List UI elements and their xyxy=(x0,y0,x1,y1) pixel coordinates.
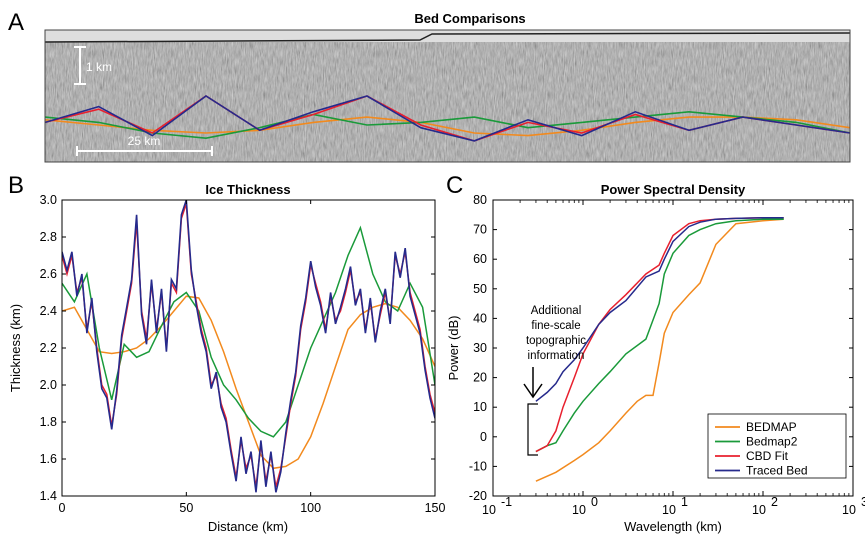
panel-a-title: Bed Comparisons xyxy=(414,11,525,26)
legend-box xyxy=(707,413,847,479)
panel-b-x-tick-label: 150 xyxy=(425,501,446,515)
annotation-line-2: fine-scale xyxy=(531,320,580,332)
panel-b-y-tick-label: 2.2 xyxy=(40,341,57,355)
annotation: Additional fine-scale topographic inform… xyxy=(523,305,586,456)
panel-c-y-tick-label: 30 xyxy=(473,341,487,355)
panel-b-y-tick-label: 1.4 xyxy=(40,489,57,503)
radargram-frame xyxy=(44,29,851,163)
annotation-line-4: information xyxy=(528,350,585,362)
panel-c-lines xyxy=(535,217,784,482)
panel-c-x-tick-exponent: -1 xyxy=(501,495,512,509)
panel-c-y-tick-label: -10 xyxy=(469,459,487,473)
panel-a-line-bedmap xyxy=(45,116,850,137)
panel-b-title: Ice Thickness xyxy=(205,182,290,197)
panel-b-ice-thickness: Ice Thickness 0 50 100 150 1.4 1.6 1.8 2.0 2.2 2… xyxy=(8,182,445,534)
panel-c-x-tick-exponent: 3 xyxy=(861,495,865,509)
panel-c-x-tick-base: 10 xyxy=(482,503,496,517)
panel-b-line-traced-bed xyxy=(62,200,435,493)
legend-label: CBD Fit xyxy=(746,449,789,463)
panel-letter-a: A xyxy=(8,9,24,36)
panel-c-y-tick-label: 20 xyxy=(473,371,487,385)
panel-b-lines xyxy=(62,200,435,493)
panel-b-line-bedmap2 xyxy=(62,225,435,438)
panel-c-y-ticks: -20 -10 0 10 20 30 40 50 60 70 80 xyxy=(469,193,853,503)
panel-c-x-ticks: 10 -1 10 0 10 1 10 2 10 3 xyxy=(482,200,865,517)
panel-c-x-tick-base: 10 xyxy=(662,503,676,517)
annotation-line-3: topographic xyxy=(526,335,586,347)
panel-c-power-spectral-density: Power Spectral Density 10-1100101102103 … xyxy=(446,182,865,534)
panel-a-radargram: Bed Comparisons 1 km 25 km xyxy=(44,11,851,163)
legend-label: BEDMAP xyxy=(746,420,797,434)
panel-c-y-tick-label: -20 xyxy=(469,489,487,503)
panel-c-y-tick-label: 0 xyxy=(480,430,487,444)
panel-b-y-tick-label: 3.0 xyxy=(40,193,57,207)
panel-c-line-bedmap2 xyxy=(535,218,784,453)
panel-letter-b: B xyxy=(8,172,24,199)
panel-b-y-ticks: 1.4 1.6 1.8 2.0 2.2 2.4 2.6 2.8 3.0 xyxy=(40,193,435,503)
horizontal-scale-label: 25 km xyxy=(128,134,161,148)
legend-label: Bedmap2 xyxy=(746,435,798,449)
annotation-line-1: Additional xyxy=(531,305,582,317)
panel-b-y-tick-label: 2.8 xyxy=(40,230,57,244)
panel-c-y-tick-label: 50 xyxy=(473,282,487,296)
panel-b-line-cbd-fit xyxy=(62,203,435,487)
panel-b-y-tick-label: 1.8 xyxy=(40,415,57,429)
panel-b-y-tick-label: 2.4 xyxy=(40,304,57,318)
radargram-surface-band xyxy=(45,30,850,42)
panel-c-line-traced-bed xyxy=(535,217,784,402)
panel-b-y-label: Thickness (km) xyxy=(8,304,23,392)
panel-a-line-traced-bed xyxy=(45,95,850,142)
panel-b-frame xyxy=(61,199,436,497)
panel-b-x-label: Distance (km) xyxy=(208,519,288,534)
panel-c-x-tick-base: 10 xyxy=(572,503,586,517)
legend-label: Traced Bed xyxy=(746,464,808,478)
panel-b-y-tick-label: 2.6 xyxy=(40,267,57,281)
panel-c-line-bedmap xyxy=(535,218,784,482)
vertical-scale-label: 1 km xyxy=(86,60,112,74)
panel-b-x-tick-label: 50 xyxy=(179,501,193,515)
radargram-surface-line xyxy=(44,32,851,43)
panel-c-x-tick-base: 10 xyxy=(842,503,856,517)
panel-b-line-bedmap xyxy=(62,295,435,470)
panel-a-line-bedmap2 xyxy=(45,110,850,140)
panel-c-title: Power Spectral Density xyxy=(601,182,746,197)
panel-c-x-tick-base: 10 xyxy=(752,503,766,517)
panel-b-y-tick-label: 2.0 xyxy=(40,378,57,392)
panel-c-x-tick-exponent: 2 xyxy=(771,495,778,509)
panel-c-y-tick-label: 80 xyxy=(473,193,487,207)
panel-c-y-tick-label: 10 xyxy=(473,400,487,414)
panel-c-y-tick-label: 60 xyxy=(473,252,487,266)
panel-c-y-label: Power (dB) xyxy=(446,315,461,380)
panel-c-y-tick-label: 70 xyxy=(473,223,487,237)
panel-letter-c: C xyxy=(446,172,463,199)
panel-b-x-tick-label: 100 xyxy=(300,501,321,515)
panel-c-x-label: Wavelength (km) xyxy=(624,519,722,534)
panel-b-y-tick-label: 1.6 xyxy=(40,452,57,466)
panel-c-x-tick-exponent: 0 xyxy=(591,495,598,509)
panel-c-y-tick-label: 40 xyxy=(473,311,487,325)
panel-a-bed-lines xyxy=(45,95,850,142)
panel-c-x-tick-exponent: 1 xyxy=(681,495,688,509)
annotation-arrow-head xyxy=(523,383,543,399)
annotation-bracket xyxy=(527,403,538,456)
panel-b-x-ticks: 0 50 100 150 xyxy=(59,200,446,515)
radargram-texture xyxy=(45,30,850,162)
panel-b-x-tick-label: 0 xyxy=(59,501,66,515)
